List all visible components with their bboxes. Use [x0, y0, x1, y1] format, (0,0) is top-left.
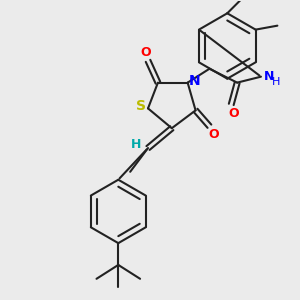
Text: S: S	[136, 99, 146, 113]
Text: N: N	[264, 70, 274, 83]
Text: O: O	[141, 46, 151, 59]
Text: H: H	[131, 138, 141, 151]
Text: O: O	[208, 128, 219, 141]
Text: N: N	[189, 74, 200, 88]
Text: O: O	[228, 107, 238, 120]
Text: H: H	[272, 76, 280, 87]
